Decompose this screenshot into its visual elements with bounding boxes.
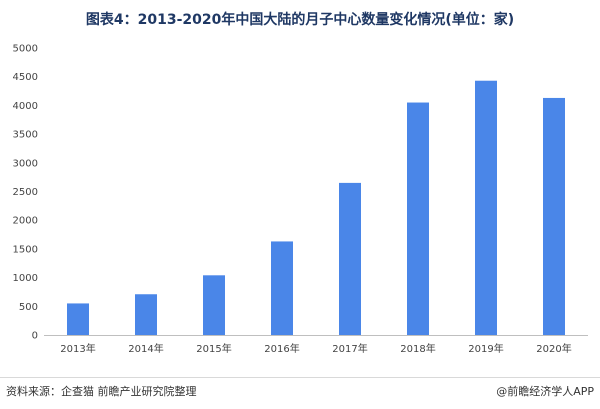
- y-tick-label: 4000: [13, 101, 38, 112]
- x-tick-label: 2020年: [536, 342, 571, 355]
- bar: [203, 275, 225, 335]
- x-axis: 2013年 2014年 2015年 2016年 2017年 2018年 2019年 2020年: [60, 342, 571, 355]
- y-tick-label: 3000: [13, 158, 38, 169]
- bar: [135, 294, 157, 335]
- x-tick-label: 2017年: [332, 342, 367, 355]
- y-tick-label: 500: [19, 302, 38, 313]
- bar: [271, 241, 293, 335]
- bar: [543, 97, 565, 335]
- footer-divider: [0, 377, 600, 378]
- y-tick-label: 0: [32, 331, 38, 342]
- x-tick-label: 2019年: [468, 342, 503, 355]
- chart-title: 图表4：2013-2020年中国大陆的月子中心数量变化情况(单位：家): [85, 12, 515, 28]
- bar: [339, 182, 361, 335]
- x-tick-label: 2015年: [196, 342, 231, 355]
- y-tick-label: 2000: [13, 216, 38, 227]
- y-tick-label: 1500: [13, 244, 38, 255]
- y-tick-label: 5000: [13, 44, 38, 55]
- bar: [67, 303, 89, 335]
- y-tick-label: 4500: [13, 72, 38, 83]
- x-tick-label: 2014年: [128, 342, 163, 355]
- bar: [475, 80, 497, 335]
- bars: [67, 80, 565, 335]
- y-axis: 0 500 1000 1500 2000 2500 3000 3500 4000 4500 5000: [13, 44, 38, 342]
- source-note: 资料来源：企查猫 前瞻产业研究院整理: [6, 385, 197, 398]
- x-tick-label: 2016年: [264, 342, 299, 355]
- x-tick-label: 2013年: [60, 342, 95, 355]
- y-tick-label: 3500: [13, 130, 38, 141]
- y-tick-label: 1000: [13, 273, 38, 284]
- y-tick-label: 2500: [13, 187, 38, 198]
- x-tick-label: 2018年: [400, 342, 435, 355]
- brand-credit: @前瞻经济学人APP: [496, 385, 594, 398]
- bar: [407, 102, 429, 335]
